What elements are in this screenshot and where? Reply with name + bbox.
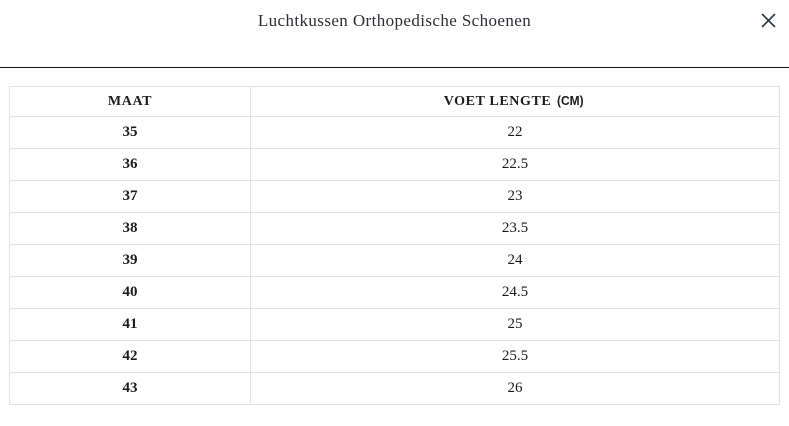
table-row: 41 25 xyxy=(9,308,780,341)
modal-header: Luchtkussen Orthopedische Schoenen xyxy=(0,0,789,68)
close-icon xyxy=(761,13,776,28)
modal-title: Luchtkussen Orthopedische Schoenen xyxy=(257,11,532,30)
cell-maat: 37 xyxy=(9,180,251,213)
column-header-unit: (CM) xyxy=(557,93,584,108)
table-header-row: MAAT VOET LENGTE (CM) xyxy=(9,86,780,117)
table-row: 36 22.5 xyxy=(9,148,780,181)
cell-voet-lengte: 25.5 xyxy=(250,340,780,373)
table-body: 35 22 36 22.5 37 23 38 23.5 39 24 40 24.5 41 25 42 25.5… xyxy=(9,116,780,405)
cell-voet-lengte: 24 xyxy=(250,244,780,277)
cell-voet-lengte: 24.5 xyxy=(250,276,780,309)
table-row: 35 22 xyxy=(9,116,780,149)
size-chart-table-container: MAAT VOET LENGTE (CM) 35 22 36 22.5 37 23 38 23.… xyxy=(9,86,780,405)
size-chart-table: MAAT VOET LENGTE (CM) 35 22 36 22.5 37 23 38 23.… xyxy=(9,86,780,405)
cell-maat: 36 xyxy=(9,148,251,181)
cell-voet-lengte: 23 xyxy=(250,180,780,213)
table-row: 39 24 xyxy=(9,244,780,277)
cell-maat: 41 xyxy=(9,308,251,341)
table-row: 40 24.5 xyxy=(9,276,780,309)
cell-voet-lengte: 22.5 xyxy=(250,148,780,181)
column-header-voet-lengte-label: VOET LENGTE xyxy=(443,94,552,109)
close-button[interactable] xyxy=(757,9,779,31)
cell-maat: 39 xyxy=(9,244,251,277)
table-row: 37 23 xyxy=(9,180,780,213)
cell-maat: 35 xyxy=(9,116,251,149)
column-header-maat: MAAT xyxy=(9,86,251,117)
cell-maat: 40 xyxy=(9,276,251,309)
cell-voet-lengte: 23.5 xyxy=(250,212,780,245)
cell-voet-lengte: 25 xyxy=(250,308,780,341)
cell-voet-lengte: 26 xyxy=(250,372,780,405)
cell-voet-lengte: 22 xyxy=(250,116,780,149)
table-row: 43 26 xyxy=(9,372,780,405)
table-row: 42 25.5 xyxy=(9,340,780,373)
cell-maat: 43 xyxy=(9,372,251,405)
table-row: 38 23.5 xyxy=(9,212,780,245)
cell-maat: 38 xyxy=(9,212,251,245)
column-header-voet-lengte: VOET LENGTE (CM) xyxy=(250,86,780,117)
cell-maat: 42 xyxy=(9,340,251,373)
